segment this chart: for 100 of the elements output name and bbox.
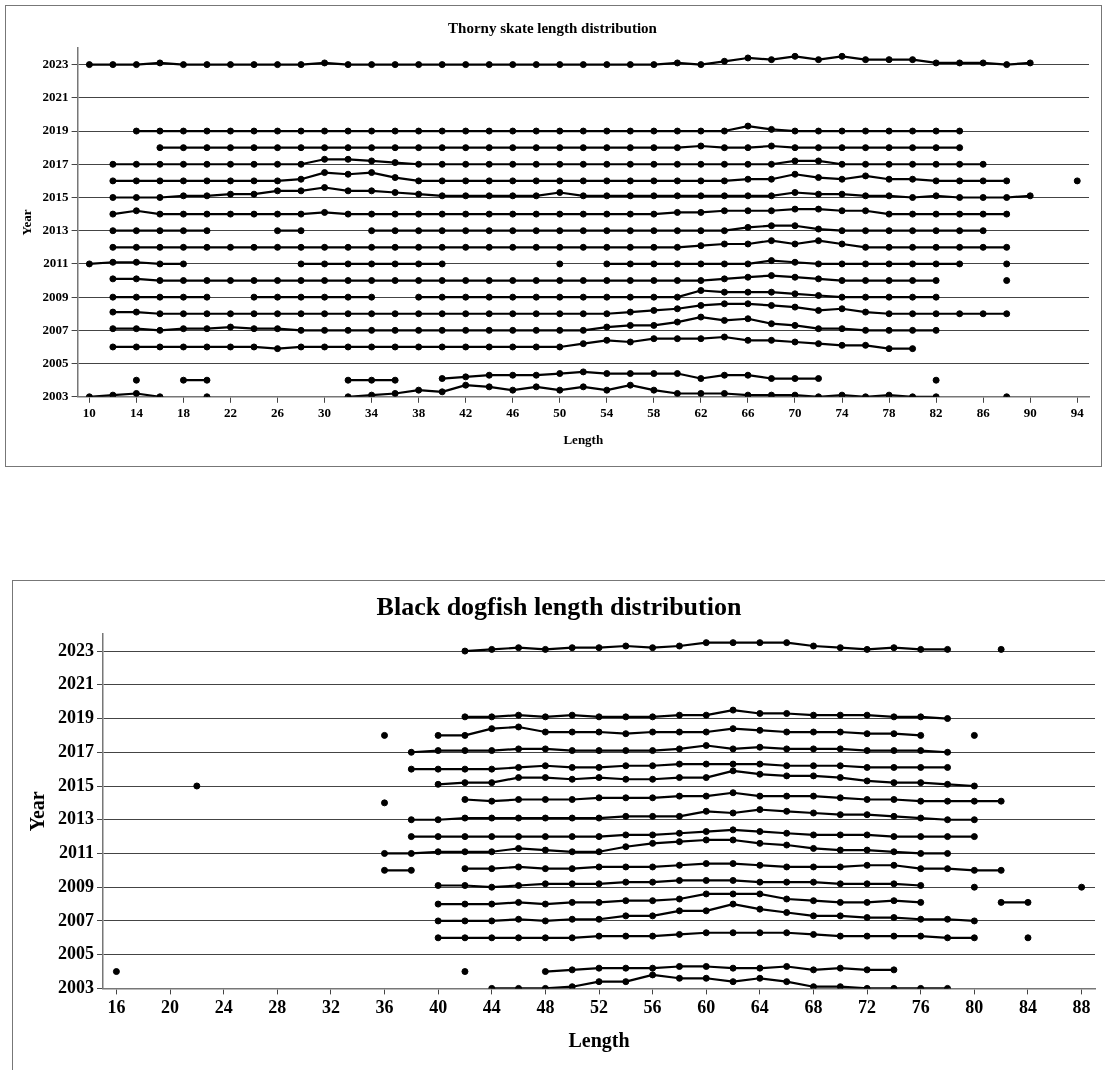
point <box>595 814 603 822</box>
point <box>626 127 634 135</box>
point <box>932 260 940 268</box>
point <box>515 833 523 841</box>
point <box>1003 177 1011 185</box>
point <box>603 127 611 135</box>
point <box>673 318 681 326</box>
point <box>890 861 898 869</box>
point <box>226 144 234 152</box>
point <box>321 310 329 318</box>
point <box>744 240 752 248</box>
chart-title: Black dogfish length distribution <box>376 592 742 622</box>
point <box>836 711 844 719</box>
point <box>274 177 282 185</box>
point <box>729 706 737 714</box>
point <box>568 915 576 923</box>
point <box>767 222 775 230</box>
point <box>156 177 164 185</box>
point <box>862 227 870 235</box>
point <box>917 849 925 857</box>
point <box>274 144 282 152</box>
point <box>650 370 658 378</box>
point <box>368 326 376 334</box>
point <box>944 849 952 857</box>
point <box>650 243 658 251</box>
point <box>970 797 978 805</box>
point <box>838 325 846 333</box>
point <box>203 177 211 185</box>
point <box>132 389 140 397</box>
point <box>767 301 775 309</box>
point <box>673 293 681 301</box>
point <box>697 127 705 135</box>
point <box>603 323 611 331</box>
point <box>890 763 898 771</box>
x-tick-label: 68 <box>804 996 823 1017</box>
point <box>438 243 446 251</box>
point <box>556 61 564 69</box>
point <box>415 277 423 285</box>
point <box>321 208 329 216</box>
point <box>863 811 871 819</box>
point <box>344 326 352 334</box>
point <box>783 745 791 753</box>
point <box>434 747 442 755</box>
point <box>109 243 117 251</box>
point <box>809 844 817 852</box>
point <box>756 905 764 913</box>
point <box>515 711 523 719</box>
point <box>956 160 964 168</box>
x-tick-label: 30 <box>318 404 332 420</box>
point <box>485 227 493 235</box>
point <box>909 193 917 201</box>
point <box>649 747 657 755</box>
point <box>461 795 469 803</box>
point <box>885 243 893 251</box>
point <box>250 343 258 351</box>
point <box>863 846 871 854</box>
point <box>485 383 493 391</box>
x-tick-label: 46 <box>506 404 520 420</box>
point <box>649 812 657 820</box>
point <box>461 968 469 976</box>
point <box>862 144 870 152</box>
point <box>767 336 775 344</box>
point <box>979 227 987 235</box>
point <box>344 260 352 268</box>
point <box>156 243 164 251</box>
point <box>203 325 211 333</box>
point <box>438 260 446 268</box>
point <box>297 227 305 235</box>
point <box>626 144 634 152</box>
point <box>622 730 630 738</box>
point <box>509 243 517 251</box>
point <box>697 192 705 200</box>
point <box>702 876 710 884</box>
point <box>274 227 282 235</box>
point <box>515 795 523 803</box>
point <box>622 794 630 802</box>
point <box>622 762 630 770</box>
point <box>434 917 442 925</box>
point <box>729 978 737 986</box>
point <box>836 846 844 854</box>
point <box>890 914 898 922</box>
point <box>649 863 657 871</box>
point <box>649 831 657 839</box>
point <box>697 335 705 343</box>
point <box>885 293 893 301</box>
point <box>515 814 523 822</box>
point <box>226 190 234 198</box>
point <box>368 127 376 135</box>
point <box>156 260 164 268</box>
point <box>297 175 305 183</box>
point <box>890 779 898 787</box>
point <box>391 277 399 285</box>
point <box>179 243 187 251</box>
point <box>885 160 893 168</box>
point <box>729 929 737 937</box>
point <box>673 227 681 235</box>
point <box>438 293 446 301</box>
point <box>415 343 423 351</box>
point <box>156 59 164 67</box>
point <box>675 760 683 768</box>
